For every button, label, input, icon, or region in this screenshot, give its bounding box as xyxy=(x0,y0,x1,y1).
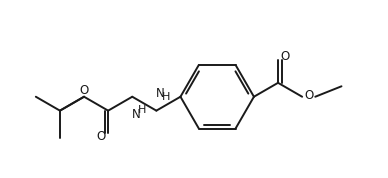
Text: N: N xyxy=(156,87,165,100)
Text: O: O xyxy=(304,90,314,103)
Text: O: O xyxy=(96,130,106,143)
Text: N: N xyxy=(132,108,140,121)
Text: O: O xyxy=(281,50,290,63)
Text: O: O xyxy=(80,84,89,97)
Text: H: H xyxy=(162,92,171,102)
Text: H: H xyxy=(138,105,147,115)
